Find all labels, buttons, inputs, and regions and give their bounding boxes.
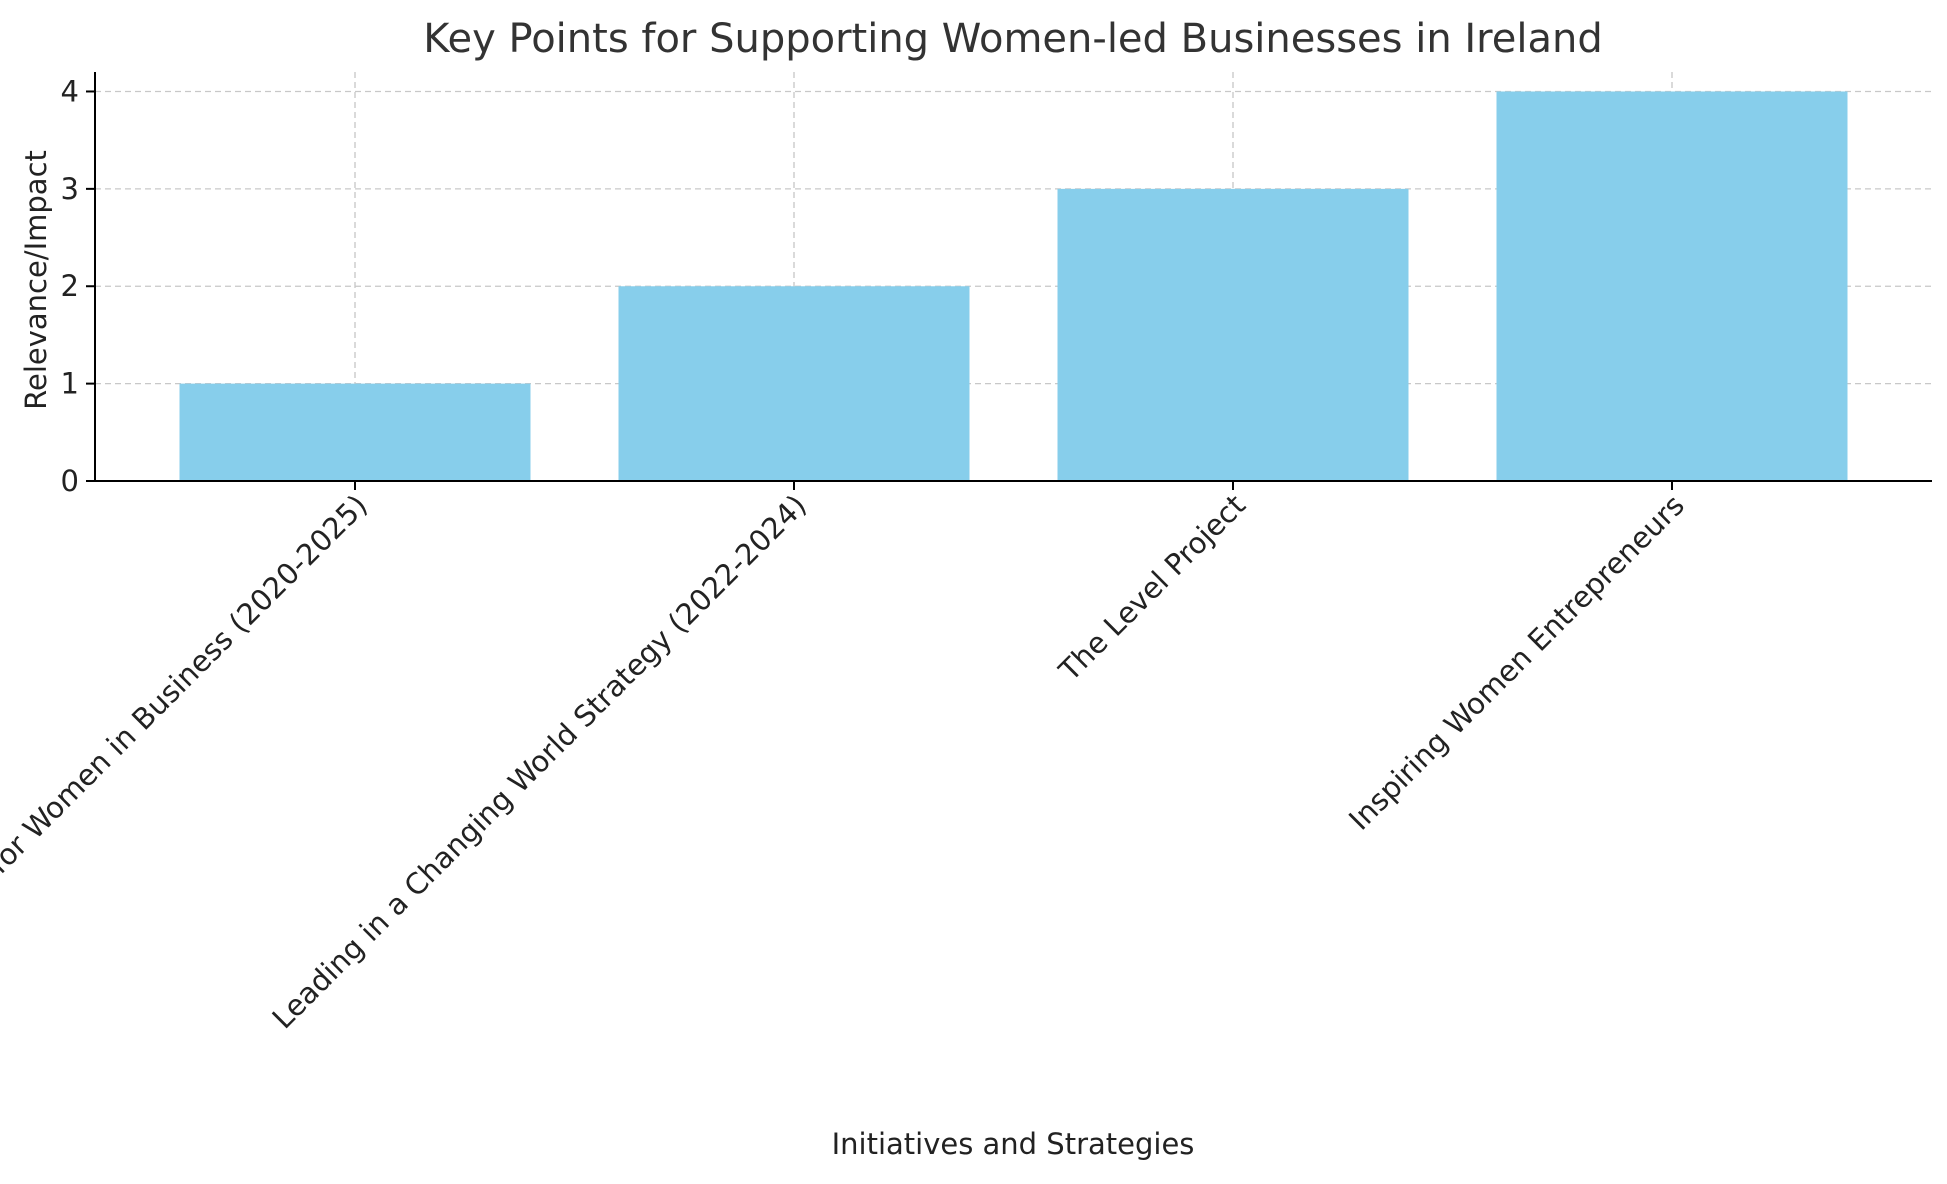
bar [1496,91,1848,481]
chart-title: Key Points for Supporting Women-led Busi… [423,16,1602,62]
x-axis-label: Initiatives and Strategies [832,1127,1195,1161]
bar [1057,188,1409,481]
x-category-label: Leading in a Changing World Strategy (20… [266,488,813,1035]
y-tick-label: 1 [61,367,79,401]
y-tick-label: 2 [61,269,79,303]
x-category-label: The Level Project [1052,488,1252,688]
y-tick-label: 0 [61,464,79,498]
bars [179,91,1848,481]
x-axis-ticks: Action Plan for Women in Business (2020-… [0,481,1691,1035]
y-tick-label: 4 [61,74,79,108]
bar [179,383,531,481]
y-axis-ticks: 0 1 2 3 4 [61,74,95,498]
x-category-label: Action Plan for Women in Business (2020-… [0,488,374,1001]
axes [94,72,1932,482]
y-axis-label: Relevance/Impact [19,150,53,410]
y-tick-label: 3 [61,172,79,206]
x-category-label: Inspiring Women Entrepreneurs [1342,488,1691,837]
bar [618,286,970,481]
